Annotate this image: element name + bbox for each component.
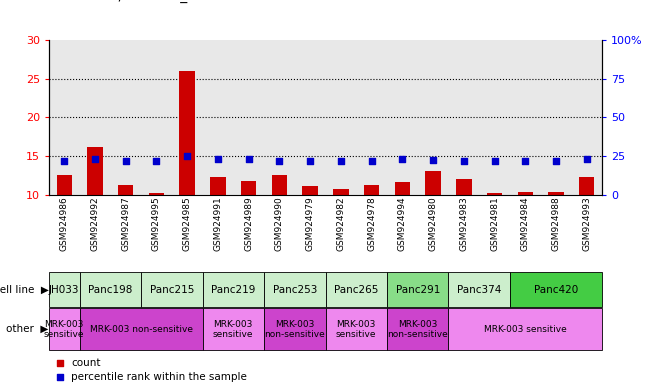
- Bar: [356, 40, 387, 195]
- Text: Panc420: Panc420: [534, 285, 578, 295]
- Point: [274, 157, 284, 164]
- Text: JH033: JH033: [49, 285, 79, 295]
- Bar: [271, 175, 287, 195]
- Text: MRK-003 sensitive: MRK-003 sensitive: [484, 325, 567, 334]
- Bar: [333, 189, 348, 195]
- Bar: [518, 192, 533, 195]
- Bar: [295, 40, 326, 195]
- Bar: [479, 40, 510, 195]
- Point: [336, 157, 346, 164]
- Bar: [579, 177, 594, 195]
- Text: other  ▶: other ▶: [7, 324, 49, 334]
- Bar: [241, 181, 256, 195]
- Point: [367, 157, 377, 164]
- Bar: [233, 40, 264, 195]
- Bar: [148, 193, 164, 195]
- Bar: [418, 40, 449, 195]
- Bar: [172, 40, 202, 195]
- Text: MRK-003
sensitive: MRK-003 sensitive: [44, 319, 85, 339]
- Point: [59, 157, 70, 164]
- Bar: [202, 273, 264, 308]
- Bar: [456, 179, 471, 195]
- Bar: [487, 193, 503, 195]
- Text: MRK-003
sensitive: MRK-003 sensitive: [213, 319, 253, 339]
- Text: Panc374: Panc374: [457, 285, 501, 295]
- Bar: [57, 175, 72, 195]
- Point: [305, 157, 315, 164]
- Point: [90, 156, 100, 162]
- Bar: [326, 273, 387, 308]
- Point: [55, 360, 65, 366]
- Bar: [425, 171, 441, 195]
- Point: [520, 157, 531, 164]
- Bar: [264, 308, 326, 350]
- Bar: [141, 273, 202, 308]
- Point: [458, 157, 469, 164]
- Point: [551, 157, 561, 164]
- Bar: [49, 308, 79, 350]
- Bar: [449, 40, 479, 195]
- Point: [243, 156, 254, 162]
- Bar: [548, 192, 564, 195]
- Text: count: count: [71, 358, 100, 368]
- Text: MRK-003
sensitive: MRK-003 sensitive: [336, 319, 376, 339]
- Bar: [510, 273, 602, 308]
- Bar: [202, 40, 233, 195]
- Bar: [326, 308, 387, 350]
- Bar: [387, 40, 418, 195]
- Bar: [79, 273, 141, 308]
- Text: MRK-003 non-sensitive: MRK-003 non-sensitive: [90, 325, 193, 334]
- Bar: [210, 177, 226, 195]
- Text: cell line  ▶: cell line ▶: [0, 285, 49, 295]
- Text: Panc215: Panc215: [150, 285, 194, 295]
- Bar: [572, 40, 602, 195]
- Bar: [202, 308, 264, 350]
- Bar: [264, 273, 326, 308]
- Bar: [449, 308, 602, 350]
- Text: percentile rank within the sample: percentile rank within the sample: [71, 372, 247, 382]
- Point: [581, 156, 592, 162]
- Point: [428, 157, 438, 163]
- Bar: [79, 40, 110, 195]
- Text: MRK-003
non-sensitive: MRK-003 non-sensitive: [387, 319, 448, 339]
- Point: [397, 156, 408, 162]
- Bar: [364, 185, 380, 195]
- Bar: [449, 273, 510, 308]
- Bar: [395, 182, 410, 195]
- Bar: [49, 40, 79, 195]
- Bar: [510, 40, 541, 195]
- Text: Panc253: Panc253: [273, 285, 317, 295]
- Bar: [118, 185, 133, 195]
- Bar: [303, 186, 318, 195]
- Point: [151, 157, 161, 164]
- Bar: [387, 273, 449, 308]
- Text: Panc265: Panc265: [334, 285, 378, 295]
- Bar: [79, 308, 202, 350]
- Bar: [264, 40, 295, 195]
- Bar: [110, 40, 141, 195]
- Bar: [49, 273, 79, 308]
- Bar: [180, 71, 195, 195]
- Bar: [541, 40, 572, 195]
- Point: [55, 374, 65, 381]
- Bar: [326, 40, 356, 195]
- Bar: [87, 147, 103, 195]
- Bar: [387, 308, 449, 350]
- Text: Panc198: Panc198: [88, 285, 133, 295]
- Bar: [141, 40, 172, 195]
- Point: [120, 157, 131, 164]
- Text: Panc291: Panc291: [396, 285, 440, 295]
- Text: MRK-003
non-sensitive: MRK-003 non-sensitive: [264, 319, 325, 339]
- Point: [213, 156, 223, 162]
- Text: GDS4342 / 207870_at: GDS4342 / 207870_at: [49, 0, 201, 3]
- Text: Panc219: Panc219: [211, 285, 255, 295]
- Point: [182, 153, 193, 159]
- Point: [490, 157, 500, 164]
